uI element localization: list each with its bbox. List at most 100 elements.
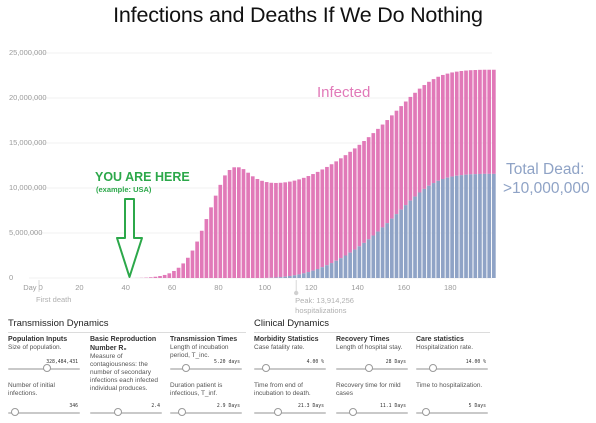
x-tick-label: 100 — [259, 283, 272, 292]
infected-bar — [473, 70, 478, 175]
x-tick-label: 160 — [398, 283, 411, 292]
mild-recovery-desc: Recovery time for mild cases — [336, 382, 401, 397]
x-tick-label: 80 — [214, 283, 222, 292]
infected-bar — [167, 273, 172, 278]
infected-bar — [436, 76, 441, 181]
dead-bar — [306, 272, 311, 278]
mild-recovery-slider-knob[interactable] — [348, 408, 357, 416]
r0-slider[interactable] — [90, 412, 162, 414]
infected-bar — [478, 69, 482, 174]
infected-bar — [264, 182, 269, 278]
infectious-duration-column: Duration patient is infectious, T_inf. — [170, 382, 245, 398]
time-to-hospitalization-slider-knob[interactable] — [422, 408, 431, 416]
total-dead-label: Total Dead: — [506, 161, 584, 178]
r0-value: 2.4 — [151, 404, 160, 409]
hospital-stay-slider-knob[interactable] — [364, 364, 373, 372]
r0-slider-knob[interactable] — [114, 408, 123, 416]
r0-column: Basic Reproduction Number R₀ Measure of … — [90, 335, 165, 393]
dead-bar — [292, 275, 297, 278]
infectious-duration-slider-knob[interactable] — [177, 408, 186, 416]
you-are-here-label: YOU ARE HERE — [95, 170, 190, 184]
infected-bar — [158, 276, 162, 278]
hospitalization-rate-slider[interactable] — [416, 368, 488, 370]
fatality-rate-slider-knob[interactable] — [261, 364, 270, 372]
time-to-death-slider-knob[interactable] — [274, 408, 283, 416]
infected-bar — [348, 151, 352, 253]
time-to-hospitalization-value: 5 Days — [468, 404, 486, 409]
dead-bar — [450, 176, 454, 278]
dead-bar — [362, 242, 366, 278]
dead-bar — [482, 173, 487, 278]
dead-bar — [427, 185, 431, 278]
population-size-slider-knob[interactable] — [43, 364, 52, 372]
y-tick-label: 15,000,000 — [9, 138, 47, 147]
recovery-times-column: Recovery Times Length of hospital stay. — [336, 335, 411, 352]
initial-infections-column: Number of initial infections. — [8, 382, 83, 398]
time-to-hospitalization-slider[interactable] — [416, 412, 488, 414]
infected-bar — [487, 69, 492, 174]
dead-bar — [492, 173, 496, 278]
time-to-hospitalization-desc: Time to hospitalization. — [416, 382, 483, 389]
infected-bar — [482, 69, 487, 174]
hospitalization-rate-slider-knob[interactable] — [428, 364, 437, 372]
x-tick-label: 40 — [122, 283, 130, 292]
example-label: (example: USA) — [96, 185, 152, 194]
dead-bar — [348, 252, 352, 278]
infected-bar — [366, 137, 371, 240]
population-inputs-heading: Population Inputs — [8, 336, 68, 343]
infected-bar — [315, 171, 320, 269]
fatality-rate-slider[interactable] — [254, 368, 326, 370]
infected-bar — [459, 71, 464, 176]
y-tick-label: 0 — [9, 273, 13, 282]
mild-recovery-slider[interactable] — [336, 412, 408, 414]
dead-bar — [283, 276, 288, 278]
incubation-period-slider-knob[interactable] — [181, 364, 190, 372]
infected-bar — [148, 277, 153, 278]
infected-bar — [450, 72, 454, 177]
infected-bar — [399, 106, 403, 210]
initial-infections-slider[interactable] — [8, 412, 80, 414]
dead-bar — [464, 174, 468, 278]
infected-bar — [376, 128, 380, 232]
y-tick-label: 10,000,000 — [9, 183, 47, 192]
dead-bar — [278, 277, 283, 278]
initial-infections-value: 346 — [69, 404, 78, 409]
dead-bar — [399, 209, 403, 278]
initial-infections-slider-knob[interactable] — [11, 408, 20, 416]
infected-bar — [413, 92, 417, 197]
dead-bar — [301, 273, 306, 278]
time-to-death-desc: Time from end of incubation to death. — [254, 382, 311, 397]
infected-bar — [422, 85, 427, 189]
infected-bar — [204, 219, 209, 278]
infectious-duration-desc: Duration patient is infectious, T_inf. — [170, 382, 223, 397]
infected-bar — [325, 166, 329, 266]
infected-bar — [255, 179, 260, 278]
infected-bar — [417, 88, 422, 193]
incubation-period-slider[interactable] — [170, 368, 242, 370]
dead-bar — [329, 263, 334, 278]
infected-bar — [431, 79, 436, 184]
dead-bar — [334, 260, 339, 278]
dead-bar — [473, 174, 478, 278]
hospitalization-rate-desc: Hospitalization rate. — [416, 344, 474, 351]
infected-bar — [297, 179, 301, 275]
x-tick-label: Day 0 — [23, 283, 43, 292]
x-tick-label: 60 — [168, 283, 176, 292]
infected-bar — [334, 161, 339, 261]
infected-bar — [403, 101, 408, 206]
mild-recovery-value: 11.1 Days — [380, 404, 406, 409]
total-dead-value: >10,000,000 — [503, 180, 590, 197]
population-size-value: 328,484,431 — [46, 360, 78, 365]
infected-bar — [232, 167, 237, 278]
infectious-duration-slider[interactable] — [170, 412, 242, 414]
dead-bar — [417, 192, 422, 278]
dead-bar — [311, 270, 315, 278]
dead-bar — [454, 175, 459, 278]
dead-bar — [343, 255, 348, 278]
time-to-death-slider[interactable] — [254, 412, 326, 414]
population-size-desc: Size of population. — [8, 344, 62, 351]
transmission-times-heading: Transmission Times — [170, 336, 238, 343]
hospital-stay-desc: Length of hospital stay. — [336, 344, 403, 351]
infected-bar — [445, 73, 450, 178]
infected-bar — [464, 70, 468, 175]
